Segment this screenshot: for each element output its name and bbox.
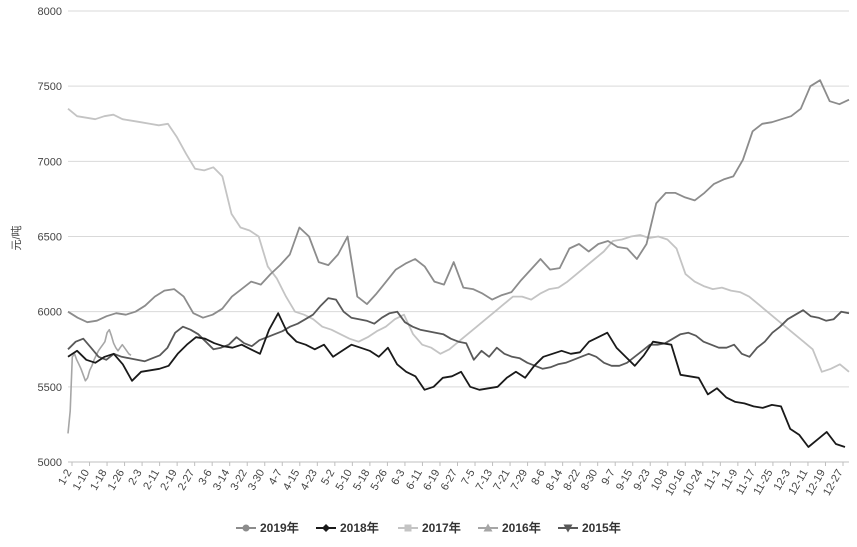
diamond-marker-icon [322,524,330,532]
y-tick-label: 8000 [38,6,62,18]
y-tick-label: 6500 [38,232,62,244]
legend-label: 2019年 [260,520,299,535]
x-tick-label: 7-21 [491,468,512,493]
legend: 2019年 2018年 2017年 2016年 2015年 [236,520,621,535]
triangle-marker-icon [483,523,493,532]
x-tick-label: 1-18 [88,468,109,493]
x-tick-label: 6-11 [404,468,425,492]
y-tick-label: 7500 [38,81,62,93]
legend-item: 2018年 [316,520,379,535]
grid [68,10,849,463]
x-tick-label: 2-11 [141,468,162,492]
x-tick-label: 2-27 [176,468,197,493]
x-tick-label: 7-13 [474,467,495,492]
x-tick-label: 8-22 [561,468,582,493]
legend-item: 2017年 [398,520,461,535]
x-tick-label: 8-14 [544,468,565,493]
x-tick-label: 1-10 [71,468,92,493]
series-lines [67,79,850,448]
x-tick-label: 4-15 [281,468,302,493]
x-tick-label: 7-29 [509,468,530,493]
legend-label: 2015年 [582,520,621,535]
legend-label: 2017年 [422,520,461,535]
x-tick-label: 2-19 [158,468,179,493]
circle-marker-icon [242,524,250,532]
legend-label: 2016年 [502,520,541,535]
x-tick-label: 4-23 [299,468,320,493]
y-tick-label: 5500 [38,382,62,394]
legend-item: 2015年 [558,520,621,535]
x-tick-label: 11-1 [702,468,723,492]
series-line-3 [67,328,132,434]
x-tick-label: 3-30 [246,468,267,493]
y-axis-label: 元/吨 [10,225,23,250]
x-tick-label: 6-27 [439,468,460,493]
x-tick-label: 9-23 [631,468,652,493]
triangle-down-marker-icon [563,524,573,533]
legend-item: 2019年 [236,520,299,535]
y-tick-label: 5000 [38,457,62,469]
y-tick-label: 7000 [38,156,62,168]
x-tick-label: 9-15 [614,468,635,493]
legend-item: 2016年 [478,520,541,535]
legend-label: 2018年 [340,520,379,535]
series-line-0 [67,79,850,324]
x-tick-label: 3-14 [211,468,232,493]
x-tick-label: 5-26 [369,468,390,493]
y-tick-label: 6000 [38,307,62,319]
x-tick-label: 6-19 [421,468,442,493]
series-line-1 [67,312,846,448]
x-tick-label: 5-18 [351,468,372,493]
series-line-4 [67,297,850,370]
x-tick-label: 8-30 [579,468,600,493]
x-axis-ticks: 1-21-101-181-26 2-32-112-192-27 3-63-143-2… [56,461,849,498]
series-line-2 [67,108,850,373]
square-marker-icon [404,524,412,532]
x-tick-label: 3-22 [228,468,249,493]
x-tick-label: 5-10 [334,468,355,493]
x-tick-label: 1-26 [106,468,127,493]
y-axis-ticks: 5000 5500 6000 6500 7000 7500 8000 [38,6,62,469]
